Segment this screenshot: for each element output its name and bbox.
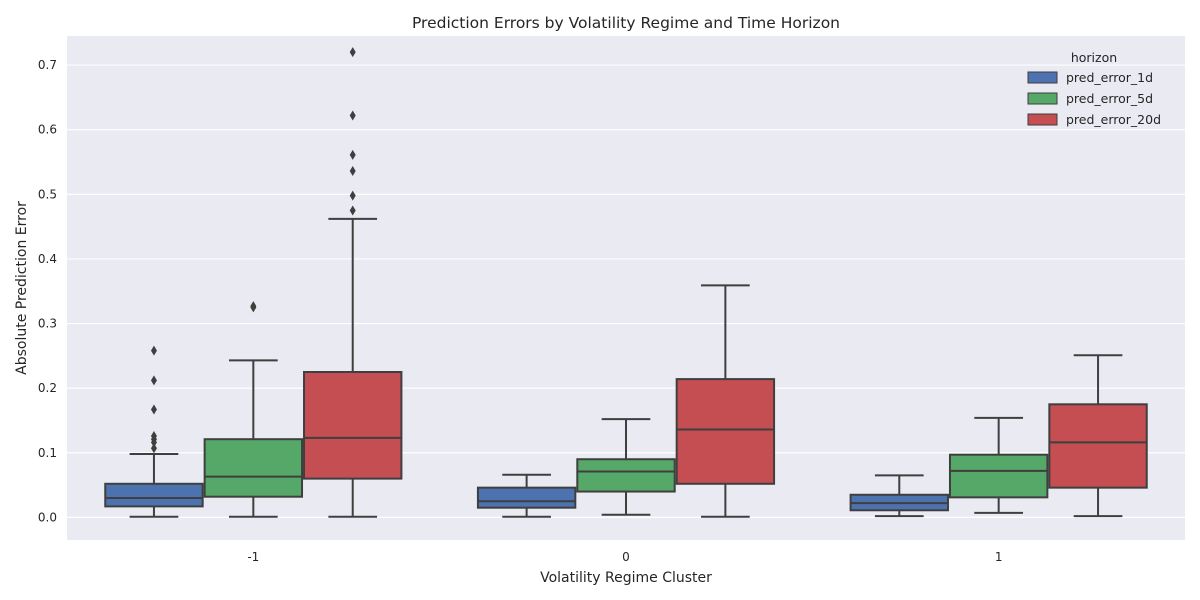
outlier-point — [250, 302, 257, 313]
legend: horizon pred_error_1d pred_error_5d pred_e… — [1027, 50, 1161, 127]
y-tick-label: 0.4 — [38, 252, 57, 266]
legend-label-pred_error_5d: pred_error_5d — [1066, 91, 1153, 106]
y-tick-label: 0.2 — [38, 381, 57, 395]
box-iqr — [675, 378, 776, 485]
y-tick-label: 0.7 — [38, 58, 57, 72]
outlier-point — [150, 375, 157, 386]
box-pred_error_1d-cat-1 — [104, 345, 204, 518]
outlier-point — [349, 149, 356, 160]
box-iqr — [104, 482, 204, 508]
box-pred_error_20d-cat0 — [675, 284, 776, 518]
box-pred_error_20d-cat-1 — [303, 47, 403, 518]
outlier-point — [349, 166, 356, 177]
box-pred_error_5d-cat-1 — [203, 301, 304, 518]
boxes — [104, 47, 1148, 518]
outlier-point — [349, 190, 356, 201]
outlier-point — [150, 443, 157, 454]
y-tick-label: 0.0 — [38, 510, 57, 524]
y-tick-label: 0.3 — [38, 317, 57, 331]
outlier-point — [349, 110, 356, 121]
outlier-point — [349, 205, 356, 216]
box-iqr — [203, 438, 304, 498]
x-tick-label: 1 — [995, 550, 1003, 564]
legend-title: horizon — [1071, 50, 1117, 65]
legend-swatch-pred_error_1d — [1027, 71, 1058, 84]
legend-swatch-pred_error_20d — [1027, 113, 1058, 126]
x-axis-label: Volatility Regime Cluster — [540, 570, 712, 586]
y-tick-labels: 0.0 0.1 0.2 0.3 0.4 0.5 0.6 0.7 — [38, 58, 57, 524]
box-iqr — [476, 486, 577, 509]
y-tick-label: 0.1 — [38, 446, 57, 460]
outlier-point — [349, 47, 356, 58]
y-tick-label: 0.5 — [38, 187, 57, 201]
box-pred_error_1d-cat1 — [849, 474, 949, 518]
x-tick-label: 0 — [622, 550, 630, 564]
box-iqr — [948, 453, 1049, 499]
y-axis-label: Absolute Prediction Error — [14, 201, 30, 375]
chart-title: Prediction Errors by Volatility Regime a… — [412, 14, 840, 32]
x-tick-labels: -1 0 1 — [247, 550, 1002, 564]
box-iqr — [576, 458, 676, 493]
box-iqr — [1048, 403, 1148, 489]
x-tick-label: -1 — [247, 550, 259, 564]
legend-label-pred_error_1d: pred_error_1d — [1066, 70, 1153, 85]
y-tick-label: 0.6 — [38, 123, 57, 137]
box-pred_error_1d-cat0 — [476, 473, 577, 518]
outlier-point — [150, 345, 157, 356]
box-pred_error_5d-cat1 — [948, 416, 1049, 514]
legend-label-pred_error_20d: pred_error_20d — [1066, 112, 1161, 127]
box-pred_error_20d-cat1 — [1048, 354, 1148, 518]
outlier-point — [150, 404, 157, 415]
box-iqr — [303, 371, 403, 480]
box-pred_error_5d-cat0 — [576, 418, 676, 516]
legend-swatch-pred_error_5d — [1027, 92, 1058, 105]
outlier-point — [150, 437, 157, 448]
